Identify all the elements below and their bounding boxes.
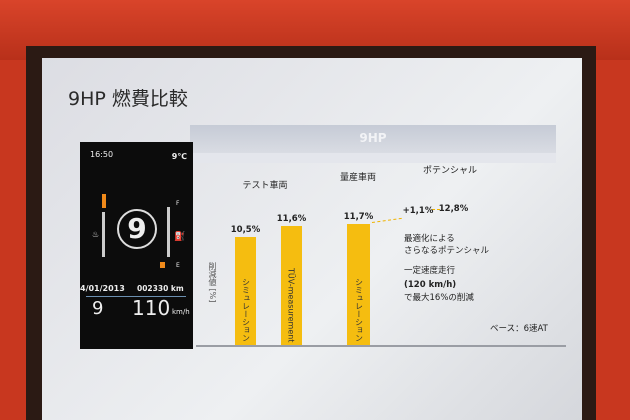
bar-category-label: シミュレーション: [354, 278, 364, 342]
fuel-pump-icon: ⛽: [174, 232, 186, 242]
increment-label: +1,1%: [402, 206, 434, 216]
header-band: 9HP: [190, 125, 556, 153]
speed: 110: [132, 296, 171, 320]
bar-value-label: 11,7%: [343, 212, 374, 223]
date: 4/01/2013: [80, 284, 125, 293]
bar-0: [235, 236, 256, 345]
temperature-icon: ♨: [92, 230, 100, 239]
gear-small: 9: [92, 298, 104, 319]
bar-value-label: 11,6%: [276, 213, 307, 224]
annotation-1: 最適化による: [404, 234, 455, 244]
increment-connector-top: [432, 209, 440, 210]
clock: 16:50: [90, 150, 114, 159]
y-axis-label: 削減値 [%]: [208, 262, 217, 303]
slide-title: 9HP 燃費比較: [68, 88, 188, 110]
group-label-test: テスト車両: [242, 181, 288, 191]
left-gauge: [102, 212, 105, 257]
x-axis: [196, 345, 566, 347]
annotation-3: 一定速度走行: [404, 266, 456, 276]
bar-1: [281, 225, 302, 345]
group-label-potential: ポテンシャル: [422, 166, 478, 176]
bar-value-label: 12,8%: [438, 204, 469, 215]
bar-category-label: シミュレーション: [241, 278, 251, 342]
odometer: 002330 km: [137, 284, 184, 293]
fuel-gauge: [167, 207, 170, 257]
gear-indicator: 9: [117, 209, 157, 249]
group-label-production: 量産車両: [339, 173, 377, 183]
annotation-2: さらなるポテンシャル: [404, 246, 490, 256]
header-band-lower: [190, 153, 556, 163]
divider: [86, 296, 186, 297]
base-note: ベース：6速AT: [490, 324, 548, 334]
bar-value-label: 10,5%: [230, 224, 261, 235]
temperature: 9℃: [171, 152, 187, 161]
bar-category-label: TÜV-measurement: [286, 267, 296, 342]
gauge-orange-top: [102, 194, 106, 208]
annotation-5: で最大16%の削減: [404, 293, 474, 303]
fuel-low-mark: [160, 262, 165, 268]
speed-unit: km/h: [172, 308, 190, 316]
bar-2: [347, 224, 370, 345]
band-label: 9HP: [359, 131, 387, 145]
instrument-cluster: 16:50 9℃ ♨ 9 F E ⛽ 4/01/2013 002330 km 9…: [80, 142, 193, 349]
fuel-empty-label: E: [176, 262, 180, 269]
fuel-full-label: F: [176, 200, 180, 207]
annotation-4: (120 km/h): [404, 280, 457, 290]
